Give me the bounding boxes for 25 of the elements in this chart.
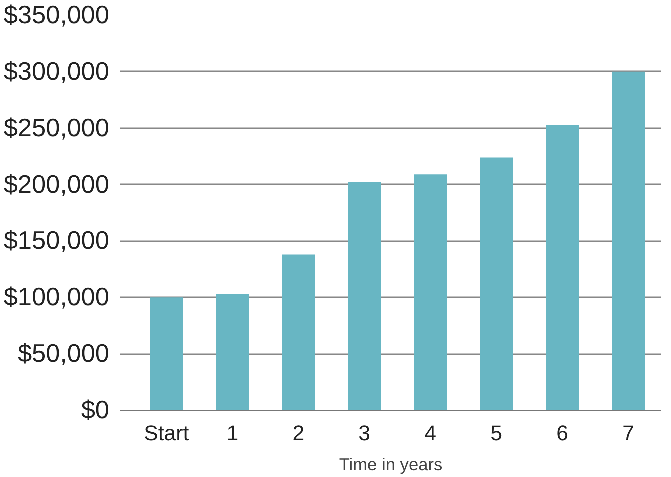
- bar: [480, 158, 514, 410]
- bar: [348, 182, 382, 410]
- bar: [216, 294, 250, 410]
- y-tick-label: $350,000: [4, 2, 110, 30]
- y-tick-label: $300,000: [4, 58, 110, 86]
- bar: [612, 72, 646, 410]
- x-tick-label: 2: [292, 422, 305, 446]
- x-tick-label: 3: [358, 422, 371, 446]
- y-tick-label: $0: [81, 396, 110, 424]
- x-tick-label: 4: [424, 422, 437, 446]
- x-tick-label: Start: [144, 422, 190, 446]
- bar: [282, 254, 316, 410]
- bar: [546, 124, 580, 410]
- x-tick-label: 5: [490, 422, 503, 446]
- x-axis-title: Time in years: [339, 454, 444, 474]
- y-tick-label: $150,000: [4, 227, 110, 256]
- bar: [414, 174, 448, 410]
- y-tick-label: $50,000: [18, 340, 110, 368]
- bar: [150, 298, 184, 410]
- x-tick-label: 1: [226, 422, 239, 446]
- y-tick-label: $100,000: [4, 284, 110, 312]
- y-tick-label: $250,000: [4, 114, 110, 142]
- y-tick-label: $200,000: [4, 170, 110, 199]
- x-tick-label: 7: [622, 422, 634, 446]
- x-tick-label: 6: [556, 422, 568, 446]
